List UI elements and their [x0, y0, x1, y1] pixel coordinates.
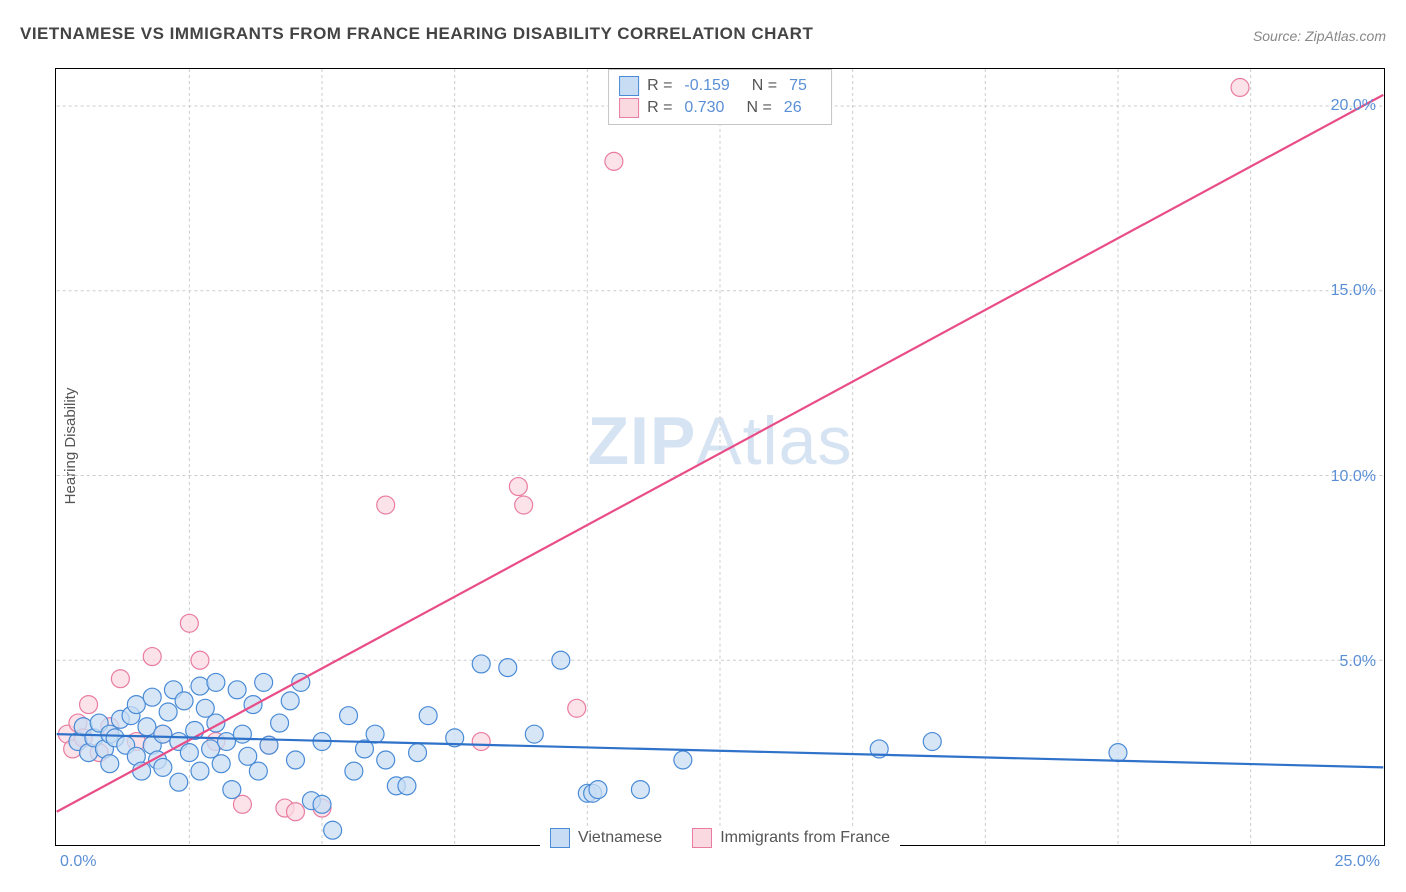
swatch-blue-bottom: [550, 828, 570, 848]
n-value-blue: 75: [789, 77, 807, 95]
r-label-pink: R =: [647, 99, 672, 117]
y-tick-label: 10.0%: [1331, 468, 1376, 486]
legend-row-blue: R = -0.159 N = 75: [619, 76, 821, 96]
x-tick-label: 25.0%: [1335, 853, 1380, 871]
x-tick-label: 0.0%: [60, 853, 96, 871]
y-tick-label: 5.0%: [1340, 653, 1376, 671]
y-tick-label: 20.0%: [1331, 97, 1376, 115]
r-value-pink: 0.730: [684, 99, 724, 117]
source-attribution: Source: ZipAtlas.com: [1253, 28, 1386, 44]
n-label-pink: N =: [746, 99, 771, 117]
r-label-blue: R =: [647, 77, 672, 95]
chart-title: VIETNAMESE VS IMMIGRANTS FROM FRANCE HEA…: [20, 24, 813, 44]
legend-item-blue: Vietnamese: [550, 828, 662, 848]
legend-label-blue: Vietnamese: [578, 829, 662, 847]
legend-row-pink: R = 0.730 N = 26: [619, 98, 821, 118]
swatch-pink-bottom: [692, 828, 712, 848]
swatch-blue: [619, 76, 639, 96]
n-value-pink: 26: [784, 99, 802, 117]
n-label-blue: N =: [752, 77, 777, 95]
scatter-svg: [56, 69, 1384, 845]
swatch-pink: [619, 98, 639, 118]
chart-plot-area: ZIPAtlas R = -0.159 N = 75 R = 0.730 N =…: [55, 68, 1385, 846]
legend-label-pink: Immigrants from France: [720, 829, 890, 847]
series-legend: Vietnamese Immigrants from France: [540, 828, 900, 848]
r-value-blue: -0.159: [684, 77, 729, 95]
y-tick-label: 15.0%: [1331, 282, 1376, 300]
correlation-legend: R = -0.159 N = 75 R = 0.730 N = 26: [608, 69, 832, 125]
legend-item-pink: Immigrants from France: [692, 828, 890, 848]
